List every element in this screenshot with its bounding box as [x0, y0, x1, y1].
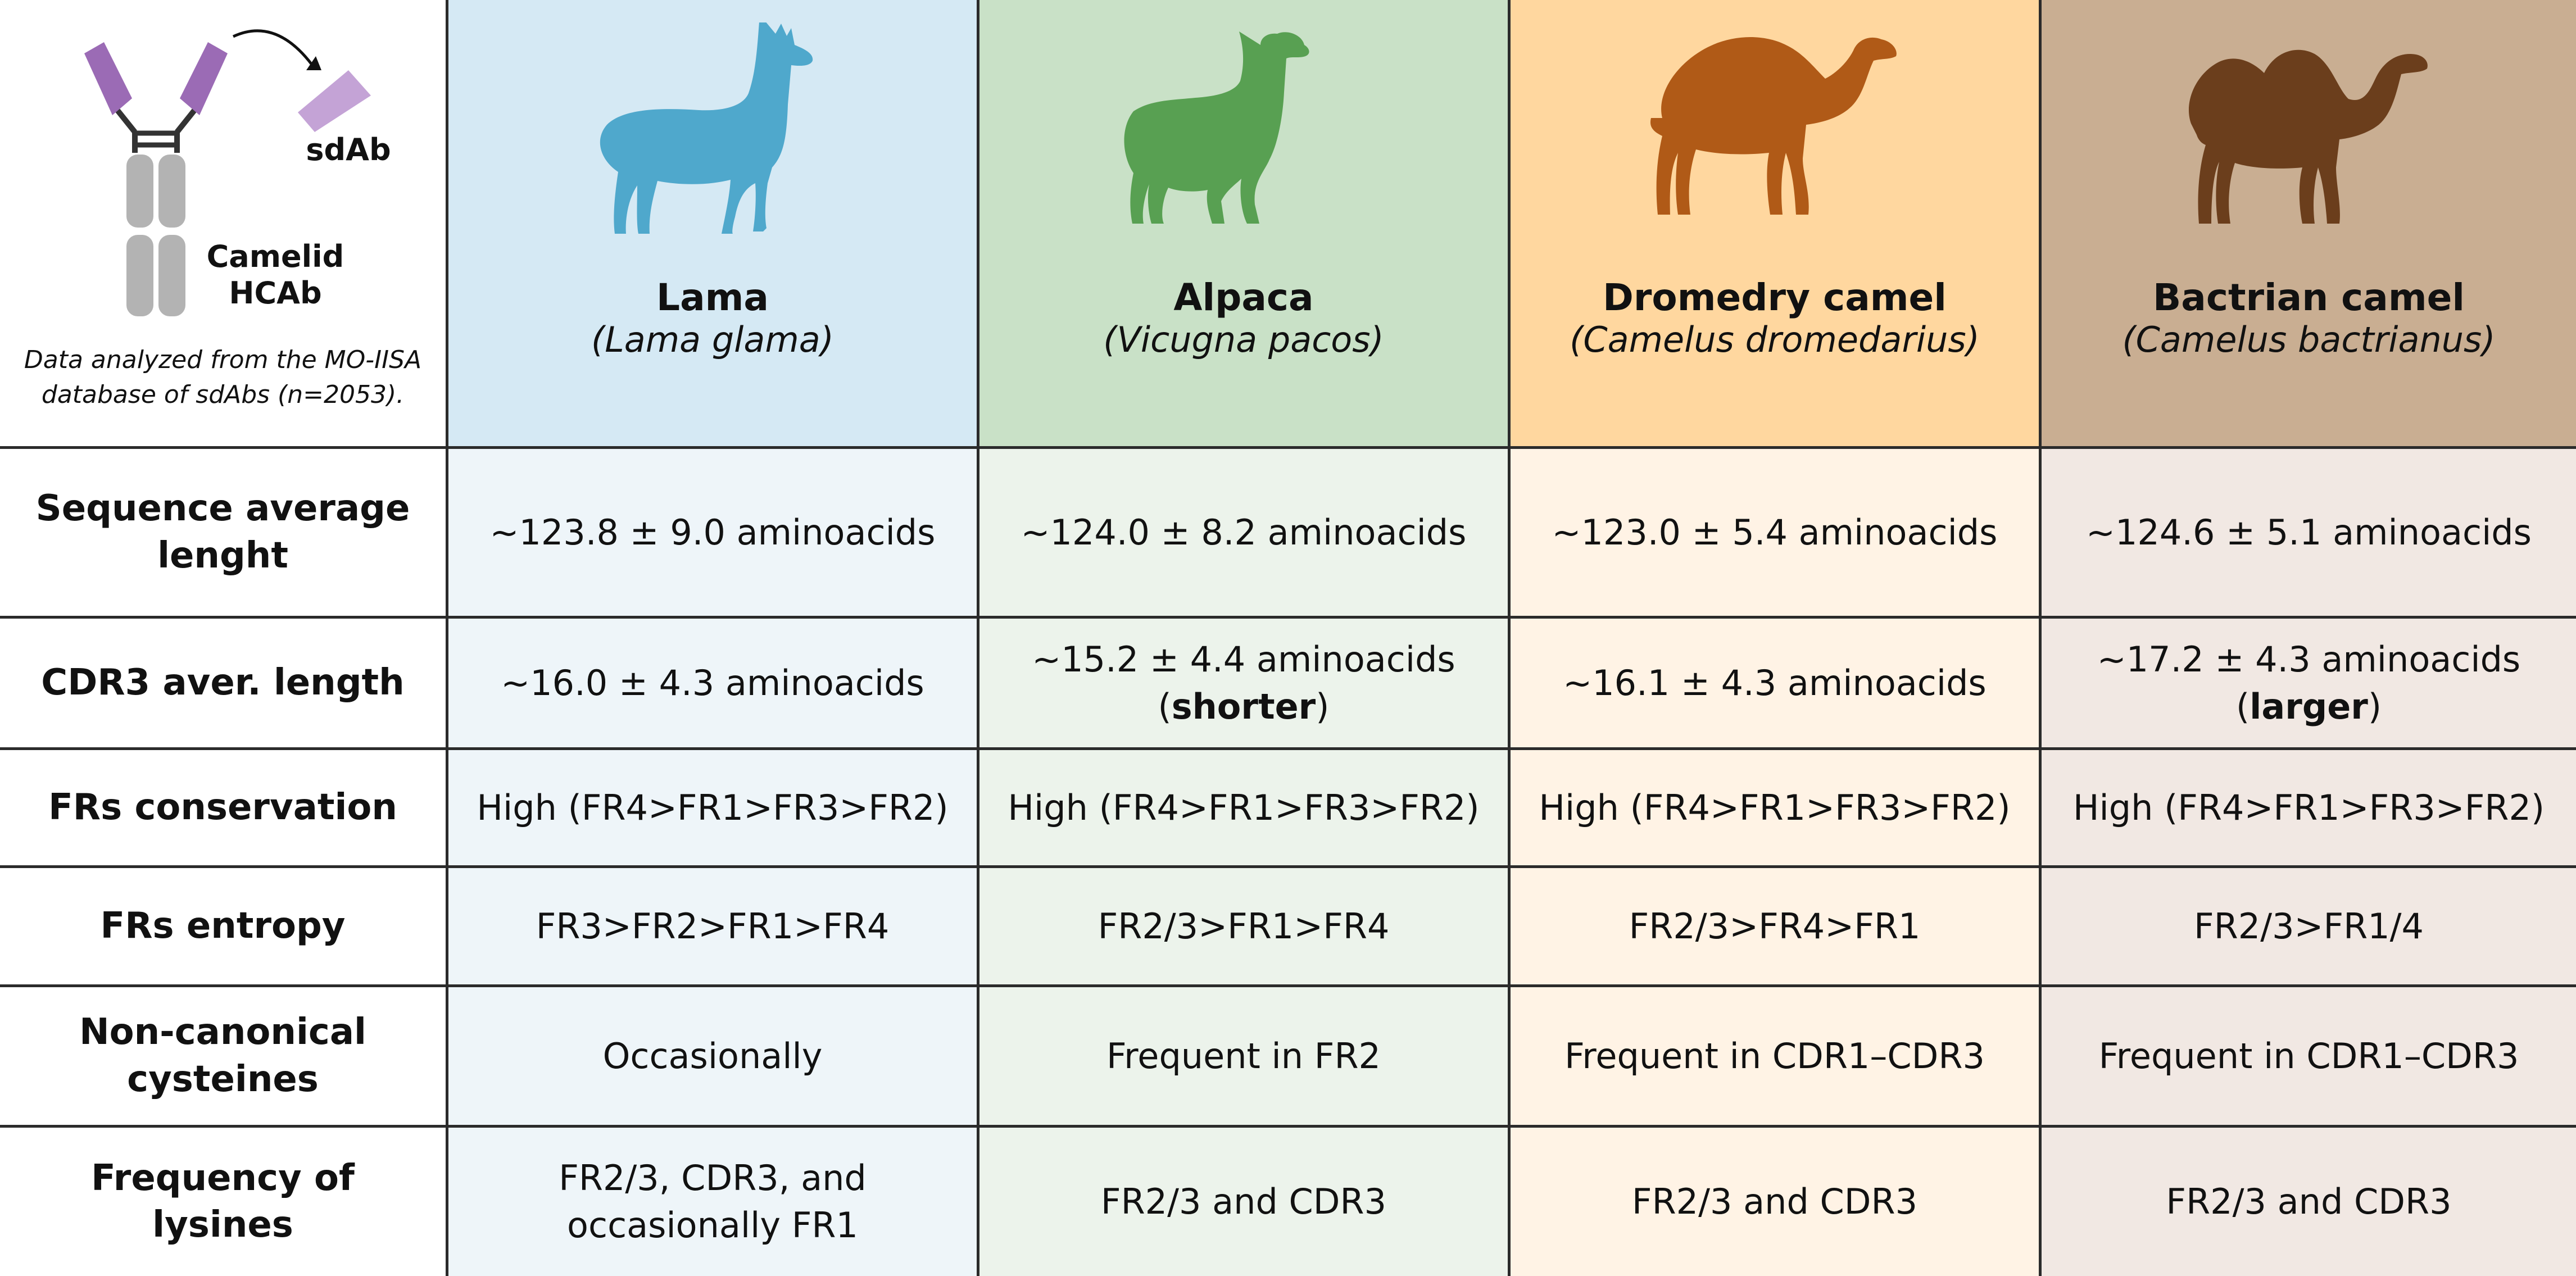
species-name: Dromedry camel: [1603, 276, 1947, 319]
alpaca-icon: [1124, 31, 1309, 224]
table-cell: FR3>FR2>FR1>FR4: [448, 868, 979, 987]
species-latin: (Camelus dromedarius): [1570, 319, 1980, 360]
table-cell: ~15.2 ± 4.4 aminoacids (shorter): [979, 619, 1511, 750]
hcab-diagram-icon: sdAb Camelid HCAb: [84, 29, 391, 316]
column-header-alpaca: Alpaca (Vicugna pacos): [979, 0, 1511, 449]
row-label-sequence-length: Sequence average lenght: [0, 449, 448, 619]
table-cell: High (FR4>FR1>FR3>FR2): [979, 750, 1511, 868]
species-latin: (Lama glama): [591, 319, 834, 360]
table-cell: FR2/3>FR1/4: [2042, 868, 2576, 987]
row-label-lysine-frequency: Frequency of lysines: [0, 1128, 448, 1276]
row-label-frs-conservation: FRs conservation: [0, 750, 448, 868]
table-cell: Frequent in CDR1–CDR3: [2042, 987, 2576, 1128]
table-cell: ~17.2 ± 4.3 aminoacids (larger): [2042, 619, 2576, 750]
table-cell: FR2/3 and CDR3: [1511, 1128, 2042, 1276]
bactrian-camel-icon: [2188, 49, 2428, 224]
table-cell: FR2/3 and CDR3: [979, 1128, 1511, 1276]
table-cell: ~123.8 ± 9.0 aminoacids: [448, 449, 979, 619]
cdr3-note-larger: larger: [2250, 685, 2368, 727]
column-header-bactrian: Bactrian camel (Camelus bactrianus): [2042, 0, 2576, 449]
sdab-label: sdAb: [306, 132, 391, 167]
column-header-lama: Lama (Lama glama): [448, 0, 979, 449]
species-latin: (Vicugna pacos): [1103, 319, 1384, 360]
table-cell: Frequent in FR2: [979, 987, 1511, 1128]
table-cell: FR2/3>FR4>FR1: [1511, 868, 2042, 987]
column-header-dromedary: Dromedry camel (Camelus dromedarius): [1511, 0, 2042, 449]
table-cell: ~16.1 ± 4.3 aminoacids: [1511, 619, 2042, 750]
table-cell: FR2/3, CDR3, and occasionally FR1: [448, 1128, 979, 1276]
row-label-cdr3-length: CDR3 aver. length: [0, 619, 448, 750]
table-cell: FR2/3>FR1>FR4: [979, 868, 1511, 987]
table-cell: ~124.6 ± 5.1 aminoacids: [2042, 449, 2576, 619]
table-cell: ~124.0 ± 8.2 aminoacids: [979, 449, 1511, 619]
cdr3-note-shorter: shorter: [1171, 685, 1316, 727]
table-cell: High (FR4>FR1>FR3>FR2): [1511, 750, 2042, 868]
table-cell: High (FR4>FR1>FR3>FR2): [448, 750, 979, 868]
hcab-label-line2: HCAb: [229, 275, 321, 311]
row-label-non-canonical-cysteines: Non-canonical cysteines: [0, 987, 448, 1128]
llama-icon: [600, 22, 813, 234]
species-name: Bactrian camel: [2152, 276, 2465, 319]
table-cell: ~16.0 ± 4.3 aminoacids: [448, 619, 979, 750]
species-name: Lama: [656, 276, 769, 319]
table-cell: High (FR4>FR1>FR3>FR2): [2042, 750, 2576, 868]
antibody-legend: sdAb Camelid HCAb Data analyzed from the…: [0, 0, 448, 449]
table-cell: FR2/3 and CDR3: [2042, 1128, 2576, 1276]
data-source-note: Data analyzed from the MO-IISA database …: [24, 346, 422, 409]
hcab-label-line1: Camelid: [207, 239, 344, 274]
table-cell: ~123.0 ± 5.4 aminoacids: [1511, 449, 2042, 619]
row-label-frs-entropy: FRs entropy: [0, 868, 448, 987]
species-name: Alpaca: [1173, 276, 1314, 319]
table-cell: Occasionally: [448, 987, 979, 1128]
table-cell: Frequent in CDR1–CDR3: [1511, 987, 2042, 1128]
dromedary-camel-icon: [1650, 37, 1897, 215]
species-latin: (Camelus bactrianus): [2122, 319, 2496, 360]
